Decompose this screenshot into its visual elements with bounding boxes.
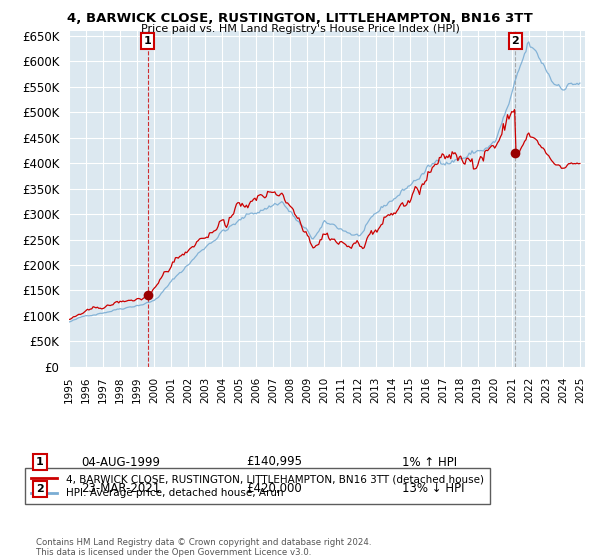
Text: 1: 1 xyxy=(144,36,152,46)
Text: £140,995: £140,995 xyxy=(246,455,302,469)
Text: Contains HM Land Registry data © Crown copyright and database right 2024.
This d: Contains HM Land Registry data © Crown c… xyxy=(36,538,371,557)
Text: 1: 1 xyxy=(36,457,44,467)
Text: 13% ↓ HPI: 13% ↓ HPI xyxy=(402,482,464,496)
Text: 1% ↑ HPI: 1% ↑ HPI xyxy=(402,455,457,469)
Text: 2: 2 xyxy=(511,36,519,46)
Legend: 4, BARWICK CLOSE, RUSTINGTON, LITTLEHAMPTON, BN16 3TT (detached house), HPI: Ave: 4, BARWICK CLOSE, RUSTINGTON, LITTLEHAMP… xyxy=(25,468,490,505)
Text: 23-MAR-2021: 23-MAR-2021 xyxy=(81,482,160,496)
Text: £420,000: £420,000 xyxy=(246,482,302,496)
Text: 2: 2 xyxy=(36,484,44,494)
Text: 04-AUG-1999: 04-AUG-1999 xyxy=(81,455,160,469)
Text: Price paid vs. HM Land Registry's House Price Index (HPI): Price paid vs. HM Land Registry's House … xyxy=(140,24,460,34)
Text: 4, BARWICK CLOSE, RUSTINGTON, LITTLEHAMPTON, BN16 3TT: 4, BARWICK CLOSE, RUSTINGTON, LITTLEHAMP… xyxy=(67,12,533,25)
